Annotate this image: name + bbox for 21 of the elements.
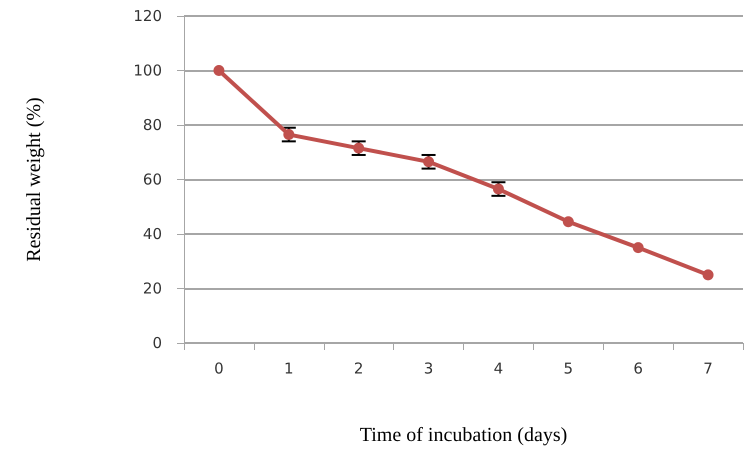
y-tick-label: 0 (152, 334, 162, 352)
point (702, 269, 714, 280)
x-tick-label: 2 (354, 360, 364, 378)
y-tick-label: 40 (142, 225, 162, 243)
y-tick-label: 60 (142, 170, 162, 188)
y-tick-label: 120 (133, 7, 162, 25)
point (213, 65, 224, 76)
x-axis-title: Time of incubation (days) (360, 424, 568, 446)
point (632, 242, 644, 254)
point (562, 216, 574, 228)
x-tick-label: 4 (494, 360, 504, 378)
y-tick-label: 100 (133, 62, 162, 80)
y-axis-title: Residual weight (%) (23, 97, 45, 262)
x-tick-label: 3 (424, 360, 434, 378)
x-tick-label: 1 (284, 360, 294, 378)
x-tick-label: 6 (633, 360, 643, 378)
x-tick-label: 0 (214, 360, 224, 378)
y-tick-label: 20 (142, 280, 162, 298)
y-tick-label: 80 (142, 116, 162, 134)
x-tick-label: 7 (703, 360, 713, 378)
x-tick-label: 5 (564, 360, 574, 378)
